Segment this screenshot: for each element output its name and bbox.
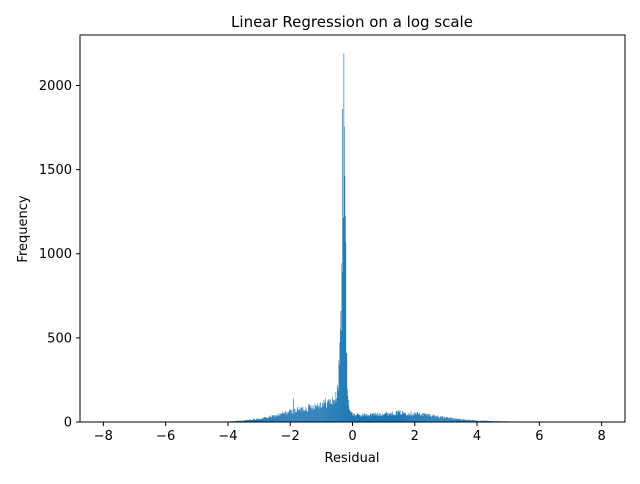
x-tick-label: −2: [281, 429, 300, 444]
y-tick-label: 1000: [39, 247, 72, 262]
x-axis-ticks: −8 −6 −4 −2 0 2 4 6 8: [94, 422, 606, 444]
y-tick-label: 2000: [39, 79, 72, 94]
histogram-bars: [205, 54, 548, 422]
x-tick-label: −6: [156, 429, 175, 444]
x-tick-label: 0: [348, 429, 356, 444]
x-tick-label: −4: [218, 429, 237, 444]
y-axis-label: Frequency: [16, 195, 31, 262]
y-tick-label: 1500: [39, 163, 72, 178]
x-tick-label: 4: [473, 429, 481, 444]
plot-frame: [80, 35, 625, 422]
x-tick-label: 8: [598, 429, 606, 444]
x-tick-label: 6: [535, 429, 543, 444]
x-axis-label: Residual: [325, 451, 380, 466]
chart-title: Linear Regression on a log scale: [231, 13, 473, 31]
y-tick-label: 0: [64, 416, 72, 431]
x-tick-label: −8: [94, 429, 113, 444]
x-tick-label: 2: [411, 429, 419, 444]
y-axis-ticks: 0 500 1000 1500 2000: [39, 79, 80, 431]
y-tick-label: 500: [47, 331, 72, 346]
